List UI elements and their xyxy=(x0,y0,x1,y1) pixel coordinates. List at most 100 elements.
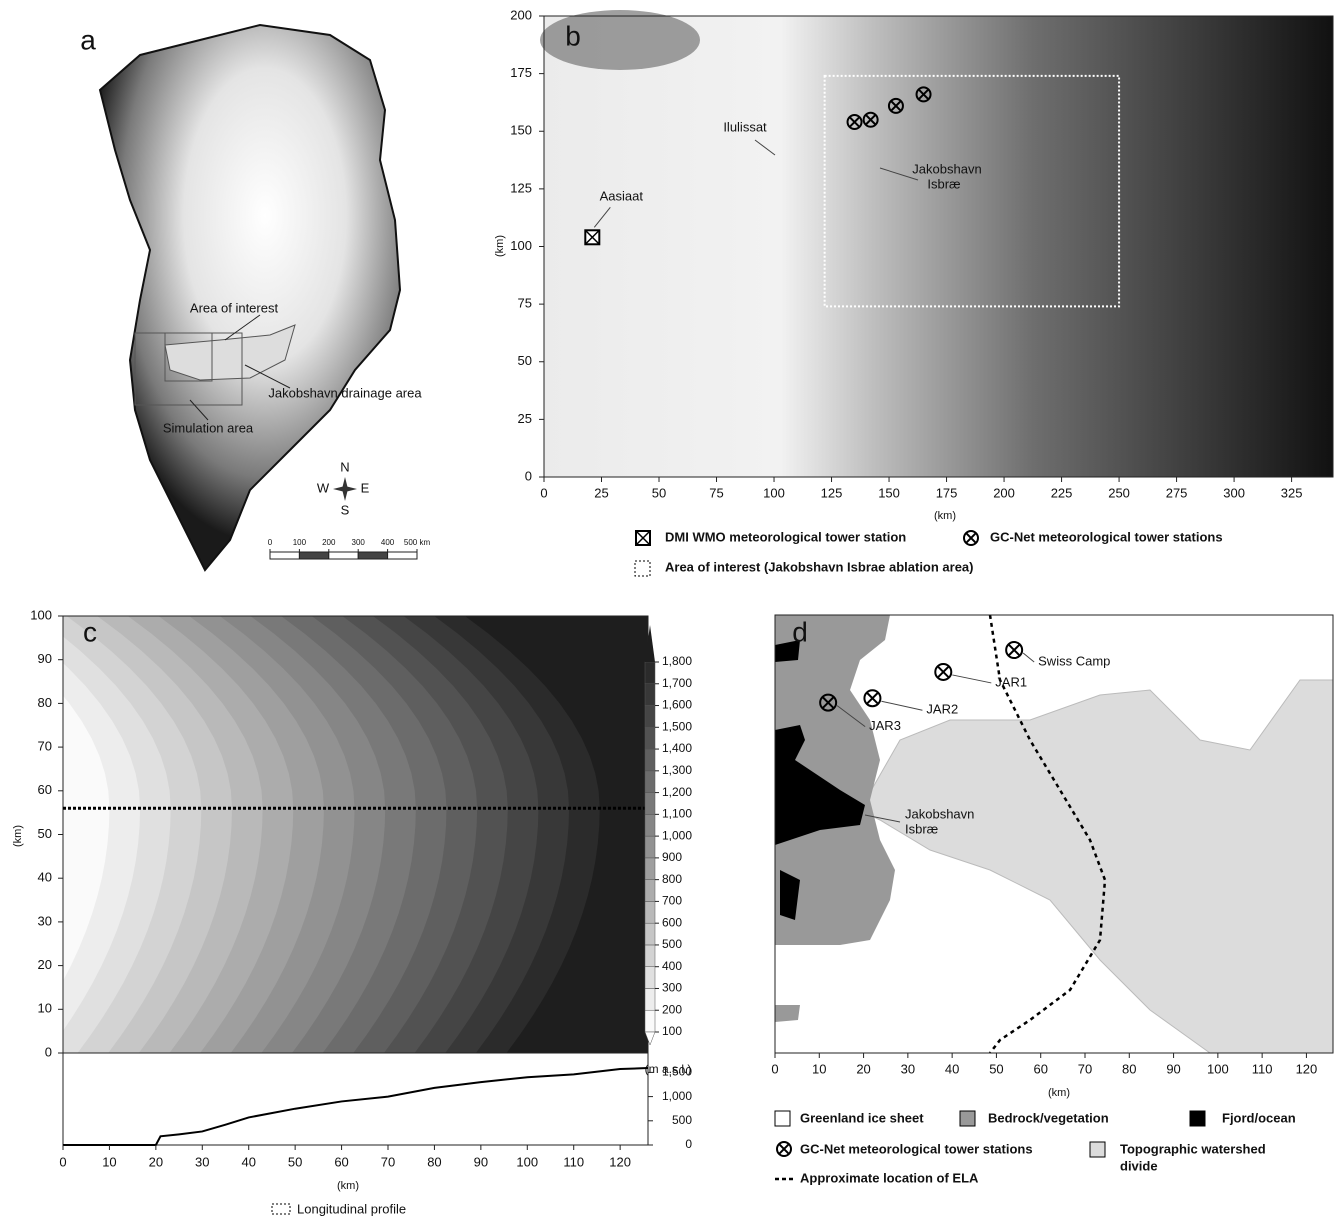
y-tick-label: 200 xyxy=(510,7,532,22)
legend-label: Bedrock/vegetation xyxy=(988,1110,1109,1125)
legend-label: Longitudinal profile xyxy=(297,1201,406,1216)
x-tick-label: 30 xyxy=(901,1061,915,1076)
x-tick-label: 80 xyxy=(427,1154,441,1169)
scale-segment xyxy=(387,551,418,560)
colorbar-top xyxy=(645,625,655,662)
map-label: Jakobshavn drainage area xyxy=(268,385,422,400)
colorbar-cell xyxy=(644,814,656,837)
colorbar-cell xyxy=(644,922,656,946)
y-tick-label: 100 xyxy=(30,607,52,622)
station-label: Swiss Camp xyxy=(1038,653,1110,668)
legend-symbol xyxy=(774,1110,791,1127)
y-tick-label: 30 xyxy=(38,913,52,928)
dmi-marker xyxy=(584,229,601,246)
frame-profile xyxy=(62,1052,649,1146)
x-axis-label: (km) xyxy=(1048,1087,1070,1099)
colorbar-label: 1,700 xyxy=(662,676,692,690)
legend-symbol xyxy=(635,530,651,546)
scale-label: 0 xyxy=(268,538,273,547)
x-tick-label: 275 xyxy=(1166,485,1188,500)
x-tick-label: 300 xyxy=(1223,485,1245,500)
legend-symbol xyxy=(1189,1110,1206,1127)
station-marker xyxy=(1005,641,1024,660)
y-tick-label: 80 xyxy=(38,695,52,710)
panel-letter: d xyxy=(792,616,808,647)
x-tick-label: 25 xyxy=(594,485,608,500)
x-tick-label: 60 xyxy=(334,1154,348,1169)
colorbar-unit: (m a.s.l.) xyxy=(645,1062,692,1076)
x-tick-label: 50 xyxy=(989,1061,1003,1076)
profile-line xyxy=(63,1067,649,1146)
x-tick-label: 70 xyxy=(1078,1061,1092,1076)
colorbar-cell xyxy=(644,683,656,706)
y-tick-label: 150 xyxy=(510,123,532,138)
x-tick-label: 50 xyxy=(288,1154,302,1169)
marker-cross xyxy=(848,116,861,128)
y-tick-label: 70 xyxy=(38,739,52,754)
leader xyxy=(593,206,611,228)
marker-ring xyxy=(963,530,979,546)
marker-ring xyxy=(862,111,879,128)
y-tick-label: 50 xyxy=(518,353,532,368)
x-tick-label: 100 xyxy=(763,485,785,500)
place-label: Jakobshavn xyxy=(905,806,974,821)
legend-label: GC-Net meteorological tower stations xyxy=(990,529,1223,544)
compass-label: W xyxy=(317,480,330,495)
marker-cross xyxy=(866,691,879,705)
marker-cross xyxy=(936,665,950,679)
colorbar-cell xyxy=(644,879,656,902)
panel-letter: c xyxy=(83,616,97,647)
scale-label: 100 xyxy=(293,538,307,547)
legend-label: Approximate location of ELA xyxy=(800,1170,979,1185)
legend-label: Greenland ice sheet xyxy=(800,1110,924,1125)
area-of-interest xyxy=(823,74,1121,308)
colorbar-label: 1,300 xyxy=(662,763,692,777)
scale-label: 300 xyxy=(352,538,366,547)
x-tick-label: 20 xyxy=(856,1061,870,1076)
colorbar-label: 500 xyxy=(662,937,682,951)
marker-cross xyxy=(965,532,977,544)
colorbar-cell xyxy=(644,857,656,880)
colorbar-label: 1,000 xyxy=(662,828,692,842)
scale-segment xyxy=(357,551,389,560)
y2-tick-label: 1,500 xyxy=(662,1065,692,1079)
x-tick-label: 225 xyxy=(1051,485,1073,500)
x-tick-label: 110 xyxy=(563,1154,584,1169)
scale-label: 500 km xyxy=(404,538,431,547)
colorbar-cell xyxy=(644,966,656,989)
x-tick-label: 20 xyxy=(149,1154,163,1169)
scale-label: 400 xyxy=(381,538,395,547)
x-tick-label: 40 xyxy=(241,1154,255,1169)
x-tick-label: 90 xyxy=(474,1154,488,1169)
colorbar-cell xyxy=(644,727,656,750)
colorbar-label: 900 xyxy=(662,850,682,864)
marker-cross xyxy=(1007,643,1021,657)
colorbar-label: 1,800 xyxy=(662,654,692,668)
y2-tick-label: 0 xyxy=(685,1137,692,1151)
y-tick-label: 0 xyxy=(45,1044,52,1059)
marker-ring xyxy=(915,86,932,103)
marker-ring xyxy=(776,1141,792,1157)
marker-ring xyxy=(819,693,838,712)
colorbar-label: 1,400 xyxy=(662,741,692,755)
map-label: Simulation area xyxy=(163,420,254,435)
colorbar-label: 800 xyxy=(662,872,682,886)
colorbar-cell xyxy=(644,792,656,815)
y-axis-label: (km) xyxy=(12,825,24,847)
leader xyxy=(879,167,919,181)
scale-label: 200 xyxy=(322,538,336,547)
y-tick-label: 100 xyxy=(510,238,532,253)
leader xyxy=(224,314,261,341)
place-label: Jakobshavn xyxy=(912,161,981,176)
x-tick-label: 120 xyxy=(1296,1061,1318,1076)
fjord xyxy=(775,640,865,920)
leader xyxy=(952,674,992,684)
x-axis-label: (km) xyxy=(337,1180,359,1192)
x-tick-label: 200 xyxy=(993,485,1015,500)
marker-cross xyxy=(635,530,651,546)
x-axis-label: (km) xyxy=(934,510,956,522)
colorbar-label: 1,500 xyxy=(662,719,692,733)
scale-segment xyxy=(298,551,330,560)
colorbar-cell xyxy=(644,988,656,1011)
colorbar-label: 1,200 xyxy=(662,785,692,799)
